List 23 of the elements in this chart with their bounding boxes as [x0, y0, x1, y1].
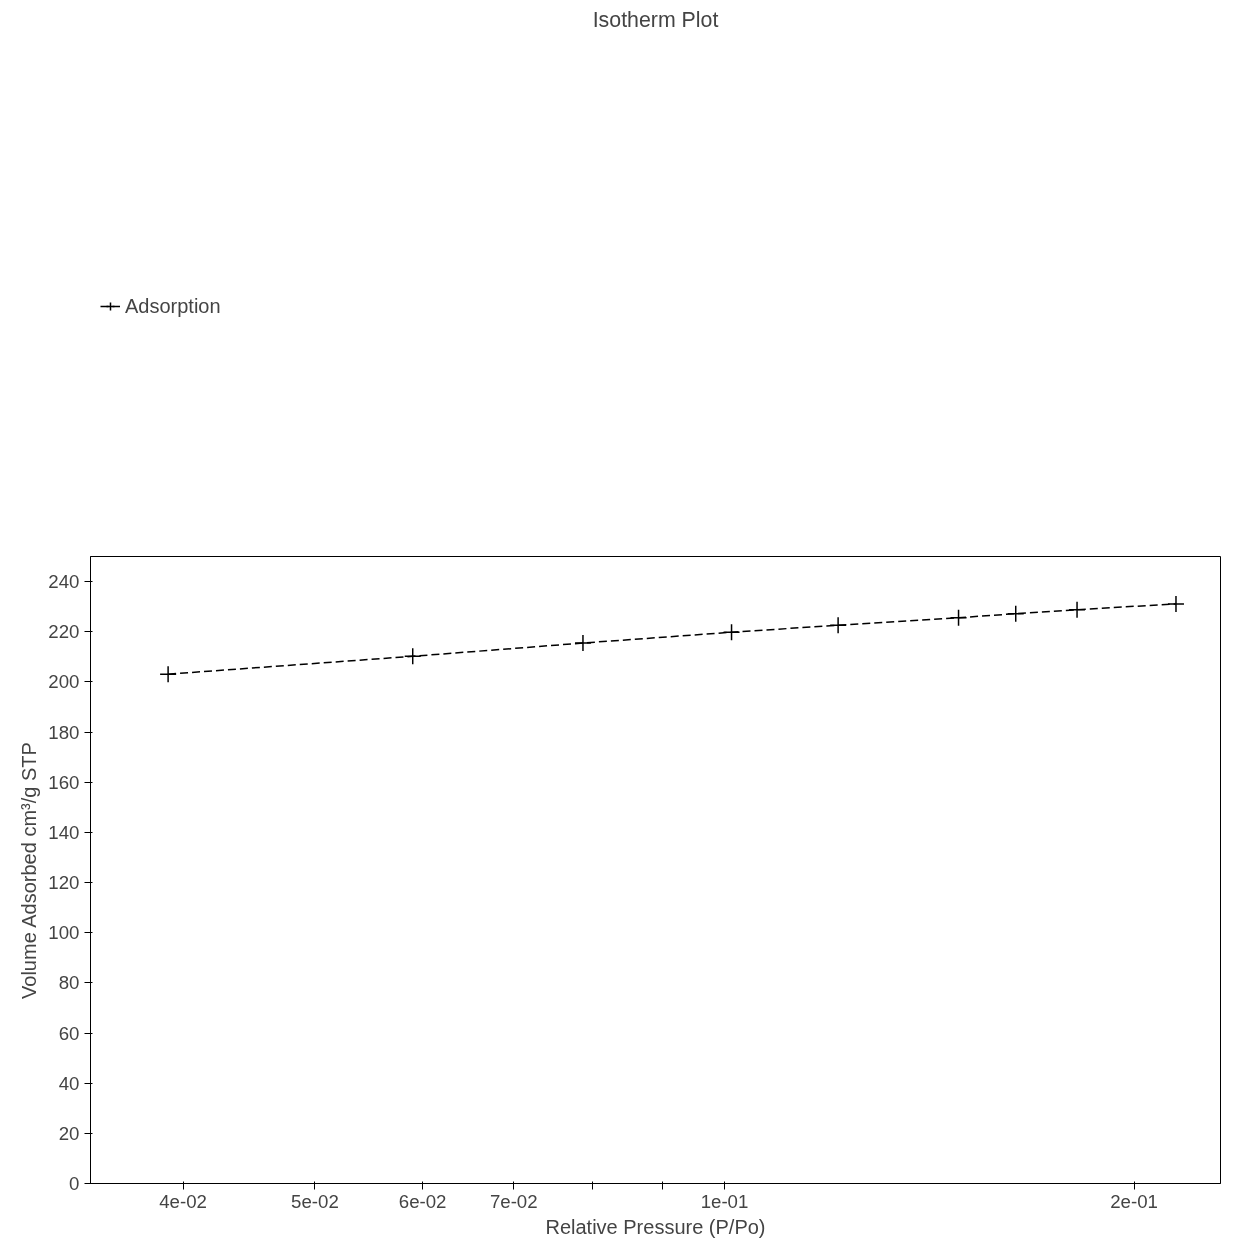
- x-tick-label: 6e-02: [398, 1190, 447, 1212]
- y-tick-label: 220: [48, 621, 80, 643]
- legend-label: Adsorption: [125, 294, 221, 318]
- y-tick-label: 60: [58, 1022, 80, 1044]
- x-tick-label: 4e-02: [159, 1190, 207, 1212]
- y-tick-label: 100: [48, 922, 80, 944]
- y-tick-label: 140: [48, 821, 80, 843]
- y-tick-label: 120: [48, 872, 80, 894]
- x-tick-label: 7e-02: [489, 1190, 538, 1212]
- y-tick-label: 80: [58, 972, 80, 994]
- x-axis-title: Relative Pressure (P/Po): [545, 1215, 766, 1238]
- x-tick-label: 2e-01: [1110, 1190, 1158, 1212]
- y-tick-label: 160: [48, 771, 80, 793]
- y-tick-label: 180: [48, 721, 80, 743]
- y-tick-label: 240: [48, 571, 80, 593]
- y-tick-label: 40: [58, 1072, 80, 1094]
- x-tick-label: 5e-02: [291, 1190, 339, 1212]
- y-tick-label: 20: [58, 1122, 80, 1144]
- y-tick-label: 200: [48, 671, 80, 693]
- y-tick-label: 0: [69, 1173, 80, 1194]
- y-axis-title: Volume Adsorbed cm³/g STP: [18, 742, 41, 999]
- chart-title: Isotherm Plot: [592, 7, 719, 32]
- x-tick-label: 1e-01: [700, 1190, 749, 1212]
